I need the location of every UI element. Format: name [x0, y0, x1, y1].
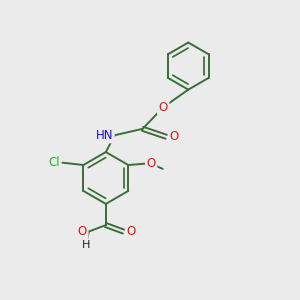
Text: O: O	[146, 157, 156, 170]
Text: HN: HN	[96, 129, 113, 142]
Text: O: O	[126, 225, 136, 238]
Text: O: O	[78, 225, 87, 238]
Text: Cl: Cl	[48, 156, 60, 169]
Text: O: O	[159, 101, 168, 114]
Text: H: H	[82, 240, 91, 250]
Text: O: O	[170, 130, 179, 143]
